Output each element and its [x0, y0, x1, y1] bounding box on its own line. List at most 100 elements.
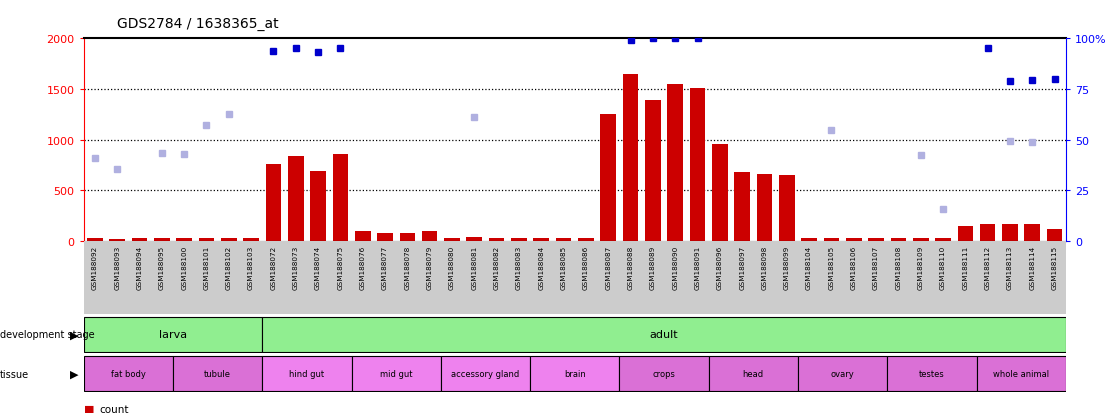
Text: GSM188099: GSM188099	[783, 245, 790, 290]
Bar	[935, 239, 951, 242]
Bar	[530, 356, 619, 391]
Bar	[779, 176, 795, 242]
Bar	[1024, 224, 1040, 242]
Bar	[355, 231, 371, 242]
Bar	[176, 238, 192, 242]
Text: GSM188093: GSM188093	[114, 245, 121, 290]
Bar	[352, 356, 441, 391]
Bar	[578, 239, 594, 242]
Text: GSM188114: GSM188114	[1029, 245, 1036, 290]
Text: tubule: tubule	[204, 369, 231, 378]
Bar	[173, 356, 262, 391]
Bar	[87, 239, 103, 242]
Bar	[976, 356, 1066, 391]
Bar	[619, 356, 709, 391]
Text: ▶: ▶	[70, 369, 79, 379]
Bar	[310, 172, 326, 242]
Text: GSM188113: GSM188113	[1007, 245, 1013, 290]
Bar	[600, 115, 616, 242]
Text: GDS2784 / 1638365_at: GDS2784 / 1638365_at	[117, 17, 279, 31]
Bar	[1047, 229, 1062, 242]
Text: head: head	[743, 369, 763, 378]
Text: GSM188076: GSM188076	[359, 245, 366, 290]
Bar	[798, 356, 887, 391]
Text: GSM188108: GSM188108	[895, 245, 902, 290]
Text: adult: adult	[650, 330, 679, 339]
Text: GSM188115: GSM188115	[1051, 245, 1058, 290]
Text: GSM188095: GSM188095	[158, 245, 165, 290]
Text: count: count	[99, 404, 128, 413]
Bar	[377, 233, 393, 242]
Bar	[757, 175, 772, 242]
Bar	[868, 239, 884, 242]
Bar	[712, 145, 728, 242]
Text: GSM188079: GSM188079	[426, 245, 433, 290]
Bar	[980, 225, 995, 242]
Bar	[846, 239, 862, 242]
Bar	[132, 239, 147, 242]
Text: GSM188107: GSM188107	[873, 245, 879, 290]
Text: fat body: fat body	[110, 369, 146, 378]
Bar	[441, 356, 530, 391]
Text: accessory gland: accessory gland	[451, 369, 520, 378]
Bar	[333, 155, 348, 242]
Bar	[556, 239, 571, 242]
Bar	[709, 356, 798, 391]
Text: GSM188077: GSM188077	[382, 245, 388, 290]
Text: GSM188096: GSM188096	[716, 245, 723, 290]
Text: GSM188087: GSM188087	[605, 245, 612, 290]
Bar	[667, 85, 683, 242]
Text: brain: brain	[564, 369, 586, 378]
Text: GSM188074: GSM188074	[315, 245, 321, 290]
Text: ■: ■	[84, 404, 94, 413]
Text: GSM188106: GSM188106	[850, 245, 857, 290]
Bar	[489, 239, 504, 242]
Bar	[645, 101, 661, 242]
Text: GSM188088: GSM188088	[627, 245, 634, 290]
Bar	[444, 239, 460, 242]
Bar	[109, 239, 125, 242]
Text: GSM188086: GSM188086	[583, 245, 589, 290]
Bar	[84, 356, 173, 391]
Text: GSM188085: GSM188085	[560, 245, 567, 290]
Text: GSM188098: GSM188098	[761, 245, 768, 290]
Text: GSM188104: GSM188104	[806, 245, 812, 290]
Text: GSM188090: GSM188090	[672, 245, 679, 290]
Bar	[511, 239, 527, 242]
Text: GSM188083: GSM188083	[516, 245, 522, 290]
Bar	[623, 75, 638, 242]
Text: GSM188078: GSM188078	[404, 245, 411, 290]
Text: whole animal: whole animal	[993, 369, 1049, 378]
Bar	[262, 356, 352, 391]
Text: GSM188080: GSM188080	[449, 245, 455, 290]
Bar	[801, 239, 817, 242]
Text: development stage: development stage	[0, 330, 95, 339]
Text: GSM188082: GSM188082	[493, 245, 500, 290]
Bar	[958, 226, 973, 242]
Bar	[533, 239, 549, 242]
Text: GSM188111: GSM188111	[962, 245, 969, 290]
Bar	[913, 239, 929, 242]
Text: GSM188081: GSM188081	[471, 245, 478, 290]
Text: GSM188094: GSM188094	[136, 245, 143, 290]
Text: ▶: ▶	[70, 330, 79, 339]
Bar	[199, 239, 214, 242]
Bar	[154, 239, 170, 242]
Bar	[1002, 225, 1018, 242]
Text: GSM188072: GSM188072	[270, 245, 277, 290]
Text: ovary: ovary	[830, 369, 855, 378]
Text: hind gut: hind gut	[289, 369, 325, 378]
Bar	[262, 317, 1066, 352]
Bar	[288, 157, 304, 242]
Bar	[734, 173, 750, 242]
Bar	[887, 356, 976, 391]
Bar	[221, 238, 237, 242]
Bar	[84, 317, 262, 352]
Text: crops: crops	[653, 369, 675, 378]
Bar	[422, 231, 437, 242]
Text: mid gut: mid gut	[379, 369, 413, 378]
Bar	[243, 239, 259, 242]
Text: GSM188073: GSM188073	[292, 245, 299, 290]
Text: GSM188092: GSM188092	[92, 245, 98, 290]
Text: GSM188089: GSM188089	[650, 245, 656, 290]
